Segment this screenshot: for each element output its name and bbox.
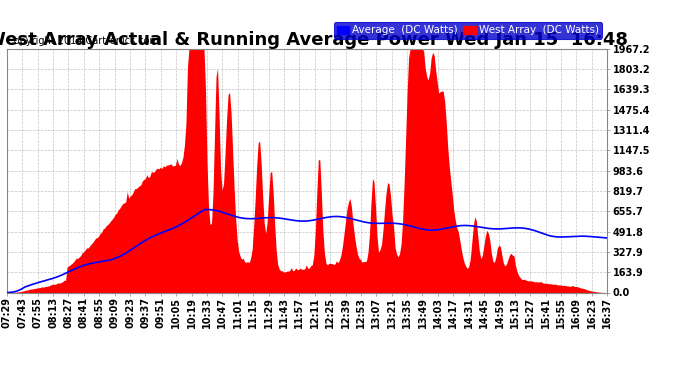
Legend: Average  (DC Watts), West Array  (DC Watts): Average (DC Watts), West Array (DC Watts… (334, 22, 602, 39)
Title: West Array Actual & Running Average Power Wed Jan 15  16:48: West Array Actual & Running Average Powe… (0, 31, 628, 49)
Text: Copyright 2014 Cartronics.com: Copyright 2014 Cartronics.com (7, 36, 159, 46)
